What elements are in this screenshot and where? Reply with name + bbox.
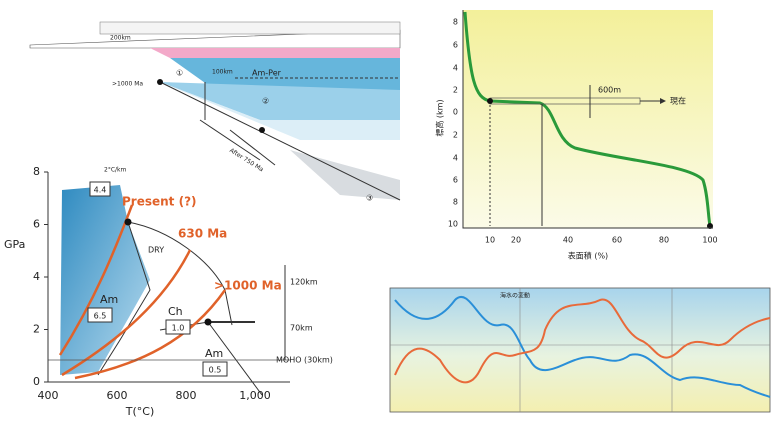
label: 630 Ma bbox=[178, 227, 227, 241]
y-tick-label: 8 bbox=[453, 198, 458, 207]
label: 海水の変動 bbox=[500, 292, 530, 300]
x-tick-label: 800 bbox=[176, 389, 197, 402]
y-tick-label: 6 bbox=[453, 176, 458, 185]
label: 1.0 bbox=[172, 324, 185, 333]
label: Am-Per bbox=[252, 69, 282, 78]
y-tick-label: 4 bbox=[453, 64, 458, 73]
y-tick-label: 0 bbox=[453, 108, 458, 117]
pt-diagram: 0 2 4 6 8 GPa 400 600 800 1,000 T(°C) 2°… bbox=[4, 165, 333, 418]
y-tick-label: 2 bbox=[453, 131, 458, 140]
label: 現在 bbox=[670, 96, 686, 106]
label: 6.5 bbox=[94, 312, 107, 321]
x-tick-label: 10 bbox=[485, 236, 495, 245]
x-tick-label: 600 bbox=[107, 389, 128, 402]
label: MOHO (30km) bbox=[276, 356, 333, 365]
y-tick-label: 8 bbox=[33, 165, 40, 178]
y-tick-label: 6 bbox=[33, 218, 40, 231]
y-tick-label: 2 bbox=[453, 86, 458, 95]
sea-level: 海水の変動 bbox=[389, 287, 771, 413]
y-tick-label: 2 bbox=[33, 323, 40, 336]
label: Ch bbox=[168, 305, 183, 318]
label: Am bbox=[100, 293, 118, 306]
x-tick-label: 100 bbox=[702, 236, 717, 245]
label: Am bbox=[205, 347, 223, 360]
x-tick-label: 40 bbox=[563, 236, 573, 245]
label: >1000 Ma bbox=[214, 279, 282, 293]
x-tick-label: 60 bbox=[612, 236, 622, 245]
y-axis-label: GPa bbox=[4, 238, 25, 251]
x-axis-label: 表面積 (%) bbox=[568, 251, 608, 261]
y-axis-label: 標高 (km) bbox=[435, 99, 445, 136]
label: ② bbox=[262, 97, 269, 106]
label: 200km bbox=[110, 35, 131, 42]
y-tick-label: 0 bbox=[33, 375, 40, 388]
y-tick-label: 4 bbox=[33, 270, 40, 283]
label: Present (?) bbox=[122, 195, 197, 209]
y-tick-label: 8 bbox=[453, 18, 458, 27]
label: ③ bbox=[366, 194, 373, 203]
y-tick-label: 6 bbox=[453, 41, 458, 50]
label: 120km bbox=[290, 278, 318, 287]
label: DRY bbox=[148, 246, 164, 255]
x-tick-label: 1,000 bbox=[239, 389, 271, 402]
label: 70km bbox=[290, 324, 313, 333]
label: 100km bbox=[212, 69, 233, 76]
label: 0.5 bbox=[209, 366, 222, 375]
x-tick-label: 400 bbox=[38, 389, 59, 402]
label: >1000 Ma bbox=[112, 81, 143, 88]
label: 600m bbox=[598, 86, 621, 95]
cross-section: 200km Am-Per 100km >1000 Ma After 750 Ma… bbox=[29, 21, 401, 203]
label: 4.4 bbox=[94, 186, 107, 195]
x-tick-label: 20 bbox=[511, 236, 521, 245]
y-tick-label: 10 bbox=[448, 220, 458, 229]
label: ① bbox=[176, 69, 183, 78]
x-tick-label: 80 bbox=[659, 236, 669, 245]
hypsometry: 8 6 4 2 0 2 4 6 8 10 標高 (km) 10 20 40 60… bbox=[435, 10, 718, 261]
label: 2°C/km bbox=[104, 167, 127, 174]
y-tick-label: 4 bbox=[453, 154, 458, 163]
x-axis-label: T(°C) bbox=[125, 405, 154, 418]
